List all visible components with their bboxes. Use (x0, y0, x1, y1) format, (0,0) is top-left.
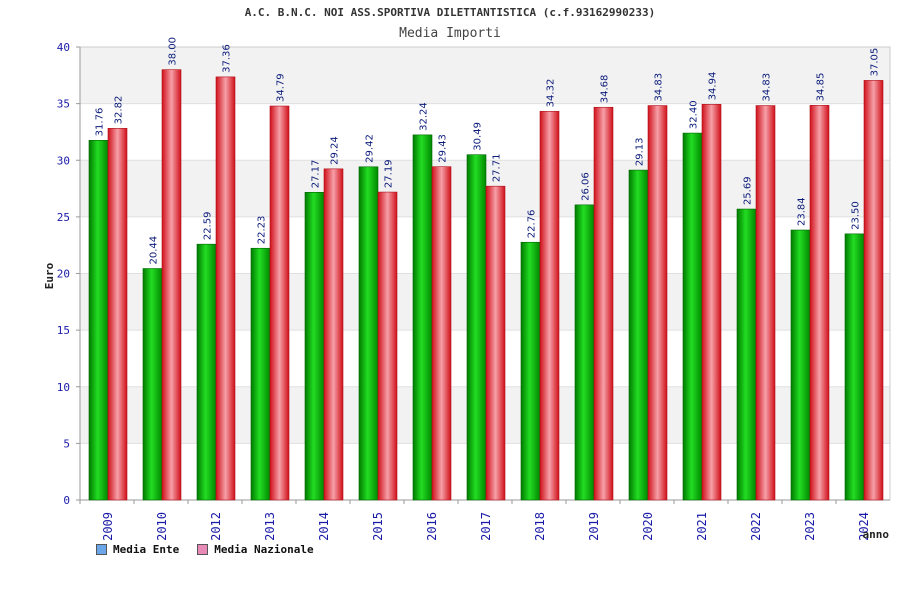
x-tick-label: 2013 (263, 512, 277, 541)
chart-subtitle: Media Importi (399, 26, 501, 41)
data-label: 20.44 (149, 236, 160, 265)
legend-item-media-ente: Media Ente (96, 543, 179, 556)
data-label: 37.05 (870, 48, 881, 77)
y-tick-label: 10 (57, 381, 70, 394)
bar-media-ente (574, 204, 595, 501)
data-label: 34.94 (708, 72, 719, 101)
data-label: 29.13 (635, 137, 646, 166)
data-label: 22.76 (527, 210, 538, 239)
data-label: 32.24 (419, 102, 430, 131)
data-label: 32.82 (114, 96, 125, 125)
bar-media-nazionale (431, 166, 452, 501)
y-tick-label: 15 (57, 324, 70, 337)
x-tick-label: 2019 (587, 512, 601, 541)
data-label: 22.23 (257, 216, 268, 245)
data-label: 37.36 (222, 44, 233, 73)
x-tick-label: 2016 (425, 512, 439, 541)
bar-media-ente (358, 166, 379, 501)
y-axis-label: Euro (43, 262, 56, 289)
bar-media-nazionale (539, 111, 560, 501)
x-tick-label: 2022 (749, 512, 763, 541)
bar-media-ente (844, 233, 865, 501)
legend-item-media-nazionale: Media Nazionale (197, 543, 314, 556)
bar-media-nazionale (755, 105, 776, 501)
data-label: 34.85 (816, 73, 827, 102)
bar-media-nazionale (809, 105, 830, 501)
x-tick-label: 2012 (209, 512, 223, 541)
bar-media-ente (790, 229, 811, 501)
bar-media-ente (520, 241, 541, 501)
data-label: 34.83 (654, 73, 665, 102)
legend-label-media-ente: Media Ente (113, 543, 180, 556)
y-tick-label: 5 (63, 437, 70, 450)
bar-media-ente (304, 191, 325, 501)
data-label: 27.17 (311, 160, 322, 189)
data-label: 25.69 (743, 176, 754, 205)
data-label: 34.83 (762, 73, 773, 102)
bar-media-nazionale (377, 191, 398, 501)
data-label: 30.49 (473, 122, 484, 151)
bar-media-ente (142, 268, 163, 501)
bar-media-ente (250, 247, 271, 501)
chart-title: A.C. B.N.C. NOI ASS.SPORTIVA DILETTANTIS… (244, 6, 656, 19)
bar-media-ente (466, 154, 487, 501)
x-tick-label: 2020 (641, 512, 655, 541)
bar-media-nazionale (269, 105, 290, 501)
data-label: 38.00 (168, 37, 179, 66)
y-tick-label: 25 (57, 211, 70, 224)
y-tick-label: 20 (57, 268, 70, 281)
data-label: 26.06 (581, 172, 592, 201)
bar-media-nazionale (107, 128, 128, 501)
x-tick-label: 2009 (101, 512, 115, 541)
bar-media-ente (88, 140, 109, 501)
grid-band (80, 47, 890, 104)
data-label: 32.40 (689, 100, 700, 129)
x-tick-label: 2014 (317, 512, 331, 541)
bar-media-nazionale (323, 168, 344, 501)
x-tick-label: 2024 (857, 512, 871, 541)
legend: Media Ente Media Nazionale (96, 543, 314, 556)
data-label: 34.79 (276, 73, 287, 102)
bar-media-nazionale (161, 69, 182, 501)
legend-swatch-media-ente (96, 544, 107, 555)
x-tick-label: 2023 (803, 512, 817, 541)
bar-media-nazionale (485, 185, 506, 501)
bar-media-ente (736, 208, 757, 501)
y-tick-label: 35 (57, 98, 70, 111)
y-tick-label: 30 (57, 154, 70, 167)
x-tick-label: 2017 (479, 512, 493, 541)
data-label: 23.84 (797, 197, 808, 226)
bar-media-nazionale (701, 104, 722, 501)
data-label: 29.43 (438, 134, 449, 163)
y-tick-label: 0 (63, 494, 70, 507)
legend-swatch-media-nazionale (197, 544, 209, 555)
x-tick-label: 2010 (155, 512, 169, 541)
y-tick-label: 40 (57, 41, 70, 54)
data-label: 34.32 (546, 79, 557, 108)
bar-media-nazionale (647, 105, 668, 501)
data-label: 23.50 (851, 201, 862, 230)
data-label: 27.19 (384, 159, 395, 188)
x-axis-label: anno (863, 528, 890, 541)
bar-media-ente (412, 134, 433, 501)
x-tick-label: 2015 (371, 512, 385, 541)
data-label: 22.59 (203, 212, 214, 241)
bar-media-ente (682, 132, 703, 501)
data-label: 31.76 (95, 108, 106, 137)
bar-media-nazionale (593, 106, 614, 501)
x-tick-label: 2018 (533, 512, 547, 541)
bar-media-ente (196, 243, 217, 501)
data-label: 27.71 (492, 154, 503, 183)
bar-media-ente (628, 169, 649, 501)
bar-media-nazionale (863, 80, 884, 501)
x-tick-label: 2021 (695, 512, 709, 541)
legend-label-media-nazionale: Media Nazionale (214, 543, 314, 556)
bar-media-nazionale (215, 76, 236, 501)
data-label: 29.24 (330, 136, 341, 165)
data-label: 29.42 (365, 134, 376, 163)
data-label: 34.68 (600, 75, 611, 104)
